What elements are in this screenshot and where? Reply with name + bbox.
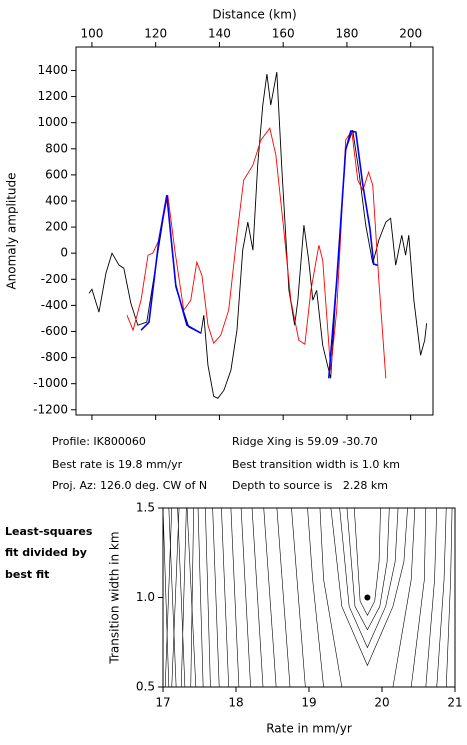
contour-line (436, 507, 447, 688)
contour-line (177, 507, 186, 688)
y-tick-label: -600 (41, 324, 68, 338)
data-line (88, 71, 428, 399)
y-tick-label: 800 (45, 141, 68, 155)
contour-line (205, 507, 211, 688)
y-tick-label: -800 (41, 350, 68, 364)
y-tick-label: 600 (45, 167, 68, 181)
data-line (126, 127, 387, 379)
y-tick-label: -400 (41, 298, 68, 312)
x-tick-label: 17 (155, 696, 170, 710)
x-tick-label: 180 (335, 27, 358, 41)
contour-line (251, 507, 264, 688)
x-tick-label: 18 (228, 696, 243, 710)
contour-line (410, 507, 427, 688)
y-tick-label: -1200 (33, 402, 68, 416)
contour-line (392, 507, 416, 688)
contour-line (263, 507, 277, 688)
x-axis-label: Rate in mm/yr (266, 722, 352, 736)
note: Least-squares (5, 525, 93, 538)
contour-line (212, 507, 220, 688)
contour-line (240, 507, 251, 688)
y-tick-label: -200 (41, 272, 68, 286)
depth: Depth to source is 2.28 km (232, 479, 388, 492)
note: fit divided by (5, 546, 87, 559)
contour-line (186, 507, 197, 688)
y-tick-label: 0 (60, 246, 68, 260)
data-line (327, 130, 378, 379)
contour-line (162, 507, 170, 688)
plot-frame (162, 507, 456, 688)
contour-line (168, 507, 177, 688)
best-fit-point (364, 594, 371, 601)
x-tick-label: 20 (374, 696, 389, 710)
contour-line (319, 507, 343, 688)
y-tick-label: 1000 (37, 115, 68, 129)
contour-line (425, 507, 438, 688)
y-tick-label: 1.0 (136, 590, 155, 604)
contour-line (197, 507, 204, 688)
projection-azimuth: Proj. Az: 126.0 deg. CW of N (52, 479, 207, 492)
y-tick-label: 1.5 (136, 501, 155, 515)
contour-line (353, 507, 381, 617)
contour-line (180, 507, 187, 688)
y-tick-label: 200 (45, 220, 68, 234)
contour-line (346, 507, 390, 631)
x-tick-label: 160 (272, 27, 295, 41)
x-axis-label: Distance (km) (212, 8, 296, 22)
contour-line (307, 507, 324, 688)
contour-line (164, 507, 173, 688)
contour-line (171, 507, 180, 688)
x-tick-label: 21 (447, 696, 462, 710)
contour-line (445, 507, 453, 688)
y-axis-label: Transition width in km (108, 531, 122, 664)
contour-line (330, 507, 408, 667)
y-tick-label: -1000 (33, 376, 68, 390)
x-tick-label: 19 (301, 696, 316, 710)
plot-frame (75, 46, 434, 416)
x-tick-label: 120 (144, 27, 167, 41)
x-tick-label: 100 (80, 27, 103, 41)
contour-line (190, 507, 194, 688)
y-tick-label: 1200 (37, 89, 68, 103)
profile: Profile: IK800060 (52, 435, 146, 448)
contour-line (276, 507, 291, 688)
contour-line (221, 507, 229, 688)
ridge-crossing: Ridge Xing is 59.09 -30.70 (232, 435, 378, 448)
y-tick-label: 400 (45, 193, 68, 207)
y-tick-label: 1400 (37, 63, 68, 77)
contour-line (230, 507, 240, 688)
y-tick-label: 0.5 (136, 680, 155, 694)
best-rate: Best rate is 19.8 mm/yr (52, 458, 183, 471)
contour-line (339, 507, 399, 649)
y-axis-label: Anomaly amplitude (5, 172, 19, 289)
contour-line (291, 507, 306, 688)
x-tick-label: 140 (208, 27, 231, 41)
note: best fit (5, 568, 49, 581)
data-line (140, 194, 202, 334)
best-width: Best transition width is 1.0 km (232, 458, 400, 471)
x-tick-label: 200 (399, 27, 422, 41)
